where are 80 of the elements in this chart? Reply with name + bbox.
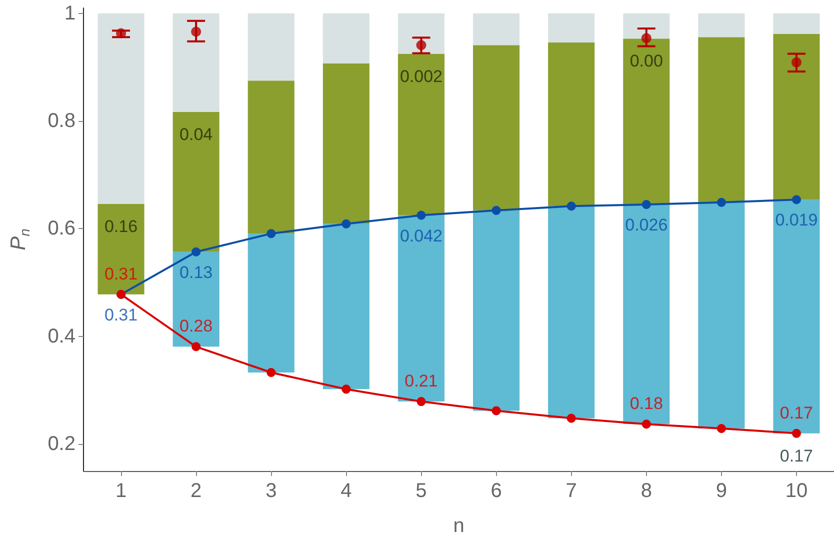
point: [792, 428, 801, 438]
bar: [98, 13, 144, 204]
y-axis-title: Pn: [7, 228, 32, 250]
bar: [248, 80, 294, 234]
bar: [473, 13, 520, 46]
point: [716, 424, 726, 433]
bar: [98, 204, 144, 294]
x-tick-label: 4: [340, 480, 352, 502]
annotation: 0.28: [180, 316, 213, 336]
annotation: 0.31: [104, 305, 138, 324]
annotation: 0.18: [630, 394, 663, 414]
point: [266, 368, 276, 377]
x-tick-label: 3: [266, 480, 277, 502]
y-tick-label: 0.2: [48, 433, 76, 456]
bar: [698, 202, 745, 428]
bar: [473, 45, 520, 210]
point: [492, 206, 501, 215]
point: [642, 200, 651, 210]
annotation: 0.17: [780, 446, 814, 466]
point: [792, 195, 801, 204]
annotation: 0.16: [104, 216, 138, 236]
bar: [398, 215, 444, 402]
point: [192, 247, 201, 256]
annotation: 0.21: [404, 372, 438, 391]
bar: [172, 13, 220, 112]
bar: [398, 54, 444, 216]
x-tick-label: 6: [490, 480, 502, 502]
point: [342, 384, 351, 394]
point: [191, 26, 202, 37]
point: [566, 414, 576, 423]
bar: [473, 210, 520, 411]
y-tick-label: 0.4: [48, 325, 76, 348]
y-tick-label: 1: [64, 2, 76, 24]
bar: [773, 13, 820, 34]
bar: [623, 13, 670, 39]
bar: [322, 224, 370, 390]
annotation: 0.31: [104, 264, 138, 284]
point: [266, 229, 276, 238]
x-tick-label: 2: [190, 480, 202, 502]
annotation: 0.042: [400, 226, 442, 246]
point: [566, 202, 576, 211]
x-tick-label: 5: [416, 480, 427, 502]
bar: [773, 200, 820, 434]
annotation: 0.002: [400, 66, 442, 86]
bar: [623, 204, 670, 424]
bar: [698, 37, 745, 202]
bar: [322, 63, 370, 224]
bar: [623, 38, 670, 205]
x-axis-title: n: [453, 515, 464, 537]
point: [716, 198, 726, 207]
annotation: 0.019: [775, 210, 818, 230]
x-tick-label: 8: [640, 480, 652, 502]
annotation: 0.17: [780, 403, 814, 422]
x-tick-label: 1: [115, 480, 127, 502]
annotation: 0.04: [180, 124, 213, 144]
bar: [248, 13, 294, 81]
point: [642, 420, 651, 429]
y-tick-label: 0.6: [48, 218, 76, 240]
bar: [548, 42, 595, 206]
bar: [248, 234, 294, 372]
bar: [398, 13, 444, 54]
point: [192, 342, 201, 352]
annotation: 0.026: [625, 216, 668, 235]
x-tick-label: 10: [785, 480, 808, 502]
point: [416, 210, 426, 220]
y-tick-label: 0.8: [48, 110, 76, 132]
x-tick-label: 9: [716, 480, 727, 502]
bar: [548, 206, 595, 418]
bar: [548, 13, 595, 42]
point: [116, 28, 126, 38]
point: [492, 406, 501, 416]
point: [342, 219, 351, 228]
x-tick-label: 7: [566, 480, 577, 502]
annotation: 0.00: [630, 52, 663, 71]
bar: [322, 13, 370, 64]
bar: [698, 13, 745, 38]
point: [416, 397, 426, 406]
bar: [172, 112, 220, 252]
annotation: 0.13: [180, 262, 213, 282]
bar: [773, 34, 820, 200]
